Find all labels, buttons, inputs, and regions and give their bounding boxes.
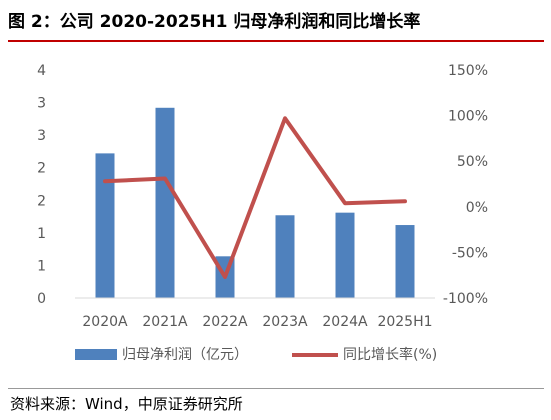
x-tick-2024A: 2024A bbox=[322, 314, 368, 330]
left-axis-tick: 2 bbox=[37, 193, 46, 209]
right-axis-tick: 150% bbox=[448, 63, 488, 79]
legend-bar-swatch bbox=[75, 349, 117, 360]
right-axis-tick: -100% bbox=[443, 291, 488, 307]
bar-2020A bbox=[95, 153, 115, 298]
right-axis-tick: 0% bbox=[466, 200, 488, 216]
x-tick-2021A: 2021A bbox=[142, 314, 188, 330]
left-axis-tick: 2 bbox=[37, 161, 46, 177]
line-series bbox=[103, 116, 407, 279]
x-tick-2023A: 2023A bbox=[262, 314, 308, 330]
bar-2024A bbox=[335, 212, 355, 298]
figure-title: 图 2：公司 2020-2025H1 归母净利润和同比增长率 bbox=[8, 12, 421, 32]
right-axis-ticks: -100% -50% 0% 50% 100% 150% bbox=[443, 63, 488, 307]
right-axis-tick: 50% bbox=[457, 154, 488, 170]
right-axis-tick: -50% bbox=[452, 245, 488, 261]
source-note: 资料来源：Wind，中原证券研究所 bbox=[10, 395, 243, 413]
legend-line-label: 同比增长率(%) bbox=[343, 346, 437, 363]
x-axis-ticks: 2020A 2021A 2022A 2023A 2024A 2025H1 bbox=[82, 314, 432, 330]
bar-2025H1 bbox=[395, 225, 415, 298]
legend: 归母净利润（亿元） 同比增长率(%) bbox=[75, 346, 437, 363]
left-axis-tick: 0 bbox=[37, 291, 46, 307]
legend-bar-label: 归母净利润（亿元） bbox=[122, 346, 248, 363]
bar-2023A bbox=[275, 215, 295, 298]
left-axis-tick: 3 bbox=[37, 128, 46, 144]
growth-rate-line bbox=[103, 116, 407, 279]
left-axis-ticks: 0 1 1 2 2 3 3 4 bbox=[37, 63, 46, 307]
left-axis-tick: 1 bbox=[37, 226, 46, 242]
right-axis-tick: 100% bbox=[448, 109, 488, 125]
source-rule bbox=[8, 388, 544, 389]
bar-2021A bbox=[155, 107, 175, 298]
left-axis-tick: 3 bbox=[37, 96, 46, 112]
left-axis-tick: 4 bbox=[37, 63, 46, 79]
x-tick-2025H1: 2025H1 bbox=[377, 314, 432, 330]
title-rule bbox=[8, 40, 544, 42]
left-axis-tick: 1 bbox=[37, 258, 46, 274]
x-tick-2020A: 2020A bbox=[82, 314, 128, 330]
x-tick-2022A: 2022A bbox=[202, 314, 248, 330]
